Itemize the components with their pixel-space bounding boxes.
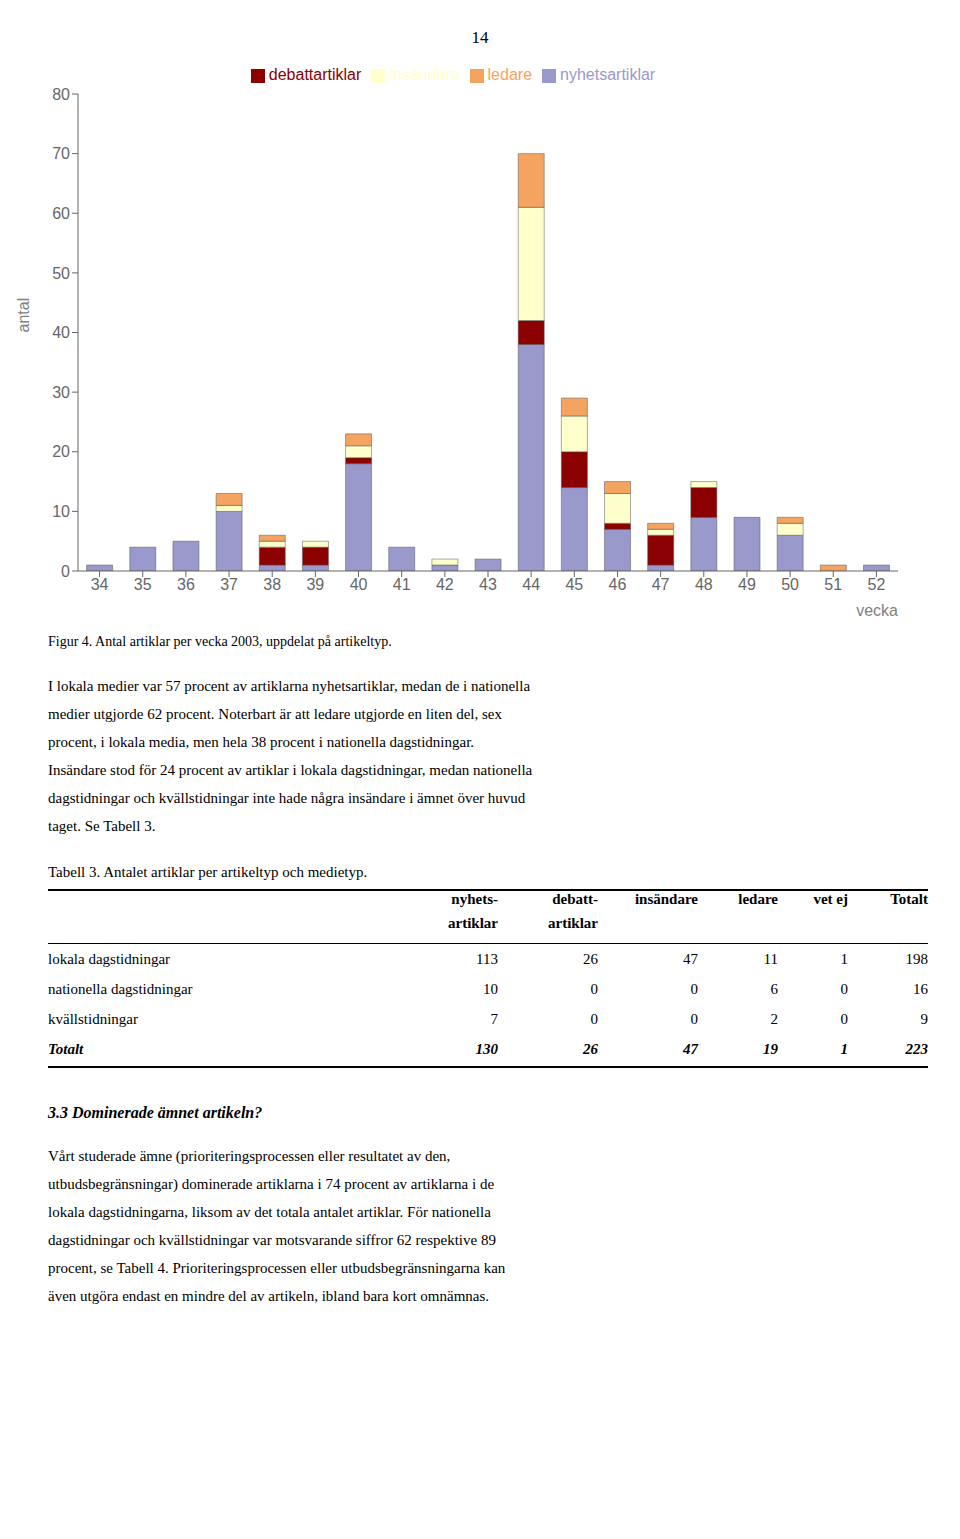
html-text:47: 47 [683, 951, 698, 967]
html-text:procent, i lokala media, men h: procent, i lokala media, men hela 38 pro… [48, 734, 475, 750]
svg-text:35: 35 [134, 576, 152, 593]
html-text:0: 0 [690, 1011, 698, 1027]
html-text:nationella dagstidningar: nationella dagstidningar [48, 981, 193, 997]
html-text:ledare: ledare [487, 66, 532, 83]
html-text:debatt-: debatt- [552, 891, 598, 907]
svg-text:45: 45 [565, 576, 583, 593]
html-text:lokala dagstidningar: lokala dagstidningar [48, 951, 171, 967]
html-text:11: 11 [763, 951, 778, 967]
html-text:0: 0 [840, 1011, 848, 1027]
html-text:Insändare stod för 24 procent: Insändare stod för 24 procent av artikla… [48, 762, 533, 778]
html-text:procent, se Tabell 4. Priorite: procent, se Tabell 4. Prioriteringsproce… [48, 1260, 506, 1276]
html-text:10: 10 [483, 981, 498, 997]
svg-text:49: 49 [738, 576, 756, 593]
html-text:130: 130 [475, 1041, 498, 1057]
html-text:3.3 Dominerade ämnet artikeln?: 3.3 Dominerade ämnet artikeln? [48, 1104, 263, 1121]
html-text:artiklar: artiklar [448, 915, 498, 931]
html-text:lokala dagstidningarna, liksom: lokala dagstidningarna, liksom av det to… [48, 1204, 491, 1220]
html-text:utbudsbegränsningar) dominerad: utbudsbegränsningar) dominerade artiklar… [48, 1176, 495, 1192]
html-text:198: 198 [905, 951, 928, 967]
html-text:debattartiklar: debattartiklar [268, 66, 362, 83]
svg-text:20: 20 [52, 443, 70, 460]
html-text:16: 16 [913, 981, 928, 997]
html-text:26: 26 [583, 1041, 598, 1057]
html-text:insändare: insändare [389, 66, 460, 83]
svg-text:47: 47 [652, 576, 670, 593]
html-text:1: 1 [840, 951, 848, 967]
svg-text:10: 10 [52, 503, 70, 520]
html-text:0: 0 [590, 981, 598, 997]
svg-text:vecka: vecka [856, 602, 898, 619]
svg-text:50: 50 [781, 576, 799, 593]
html-text:0: 0 [840, 981, 848, 997]
html-text:Totalt: Totalt [48, 1041, 84, 1057]
html-text:0: 0 [690, 981, 698, 997]
html-text:Tabell 3. Antalet artiklar per: Tabell 3. Antalet artiklar per artikelty… [48, 864, 368, 880]
html-text:dagstidningar och kvällstidnin: dagstidningar och kvällstidningar var mo… [48, 1232, 496, 1248]
svg-text:51: 51 [824, 576, 842, 593]
html-text:1: 1 [840, 1041, 848, 1057]
html-text:ledare: ledare [738, 891, 778, 907]
html-text:medier utgjorde 62 procent. No: medier utgjorde 62 procent. Noterbart är… [48, 706, 502, 722]
svg-text:44: 44 [522, 576, 540, 593]
svg-text:39: 39 [306, 576, 324, 593]
svg-text:60: 60 [52, 205, 70, 222]
html-text:vet ej: vet ej [813, 891, 848, 907]
svg-text:34: 34 [91, 576, 109, 593]
html-text:9: 9 [920, 1011, 928, 1027]
svg-text:50: 50 [52, 265, 70, 282]
svg-text:42: 42 [436, 576, 454, 593]
html-text:0: 0 [590, 1011, 598, 1027]
svg-text:40: 40 [52, 324, 70, 341]
svg-text:43: 43 [479, 576, 497, 593]
html-text:kvällstidningar: kvällstidningar [48, 1011, 138, 1027]
svg-text:0: 0 [61, 563, 70, 580]
html-text:113: 113 [476, 951, 498, 967]
svg-text:38: 38 [263, 576, 281, 593]
svg-text:52: 52 [868, 576, 886, 593]
html-text:nyhetsartiklar: nyhetsartiklar [560, 66, 656, 83]
svg-text:36: 36 [177, 576, 195, 593]
svg-text:37: 37 [220, 576, 238, 593]
html-text:7: 7 [490, 1011, 498, 1027]
html-text:nyhets-: nyhets- [451, 891, 498, 907]
html-text:14: 14 [471, 28, 489, 47]
svg-text:48: 48 [695, 576, 713, 593]
svg-text:70: 70 [52, 145, 70, 162]
svg-text:46: 46 [609, 576, 627, 593]
html-text:26: 26 [583, 951, 598, 967]
html-text:taget. Se Tabell 3.: taget. Se Tabell 3. [48, 818, 156, 834]
html-text:Totalt: Totalt [890, 891, 928, 907]
html-text:artiklar: artiklar [548, 915, 598, 931]
html-text:Vårt studerade ämne (prioriter: Vårt studerade ämne (prioriteringsproces… [48, 1148, 451, 1164]
html-text:19: 19 [763, 1041, 778, 1057]
svg-text:80: 80 [52, 86, 70, 103]
html-text:insändare: insändare [634, 891, 698, 907]
html-text:även utgöra endast en mindre d: även utgöra endast en mindre del av arti… [48, 1288, 490, 1304]
svg-text:antal: antal [15, 298, 32, 333]
svg-text:30: 30 [52, 384, 70, 401]
html-text:dagstidningar och kvällstidnin: dagstidningar och kvällstidningar inte h… [48, 790, 526, 806]
html-text:I lokala medier var 57 procent: I lokala medier var 57 procent av artikl… [48, 678, 531, 694]
svg-text:41: 41 [393, 576, 411, 593]
html-text:Figur 4. Antal artiklar per ve: Figur 4. Antal artiklar per vecka 2003, … [48, 634, 392, 649]
svg-text:40: 40 [350, 576, 368, 593]
html-text:2: 2 [770, 1011, 778, 1027]
html-text:47: 47 [683, 1041, 698, 1057]
html-text:223: 223 [905, 1041, 928, 1057]
html-text:6: 6 [770, 981, 778, 997]
